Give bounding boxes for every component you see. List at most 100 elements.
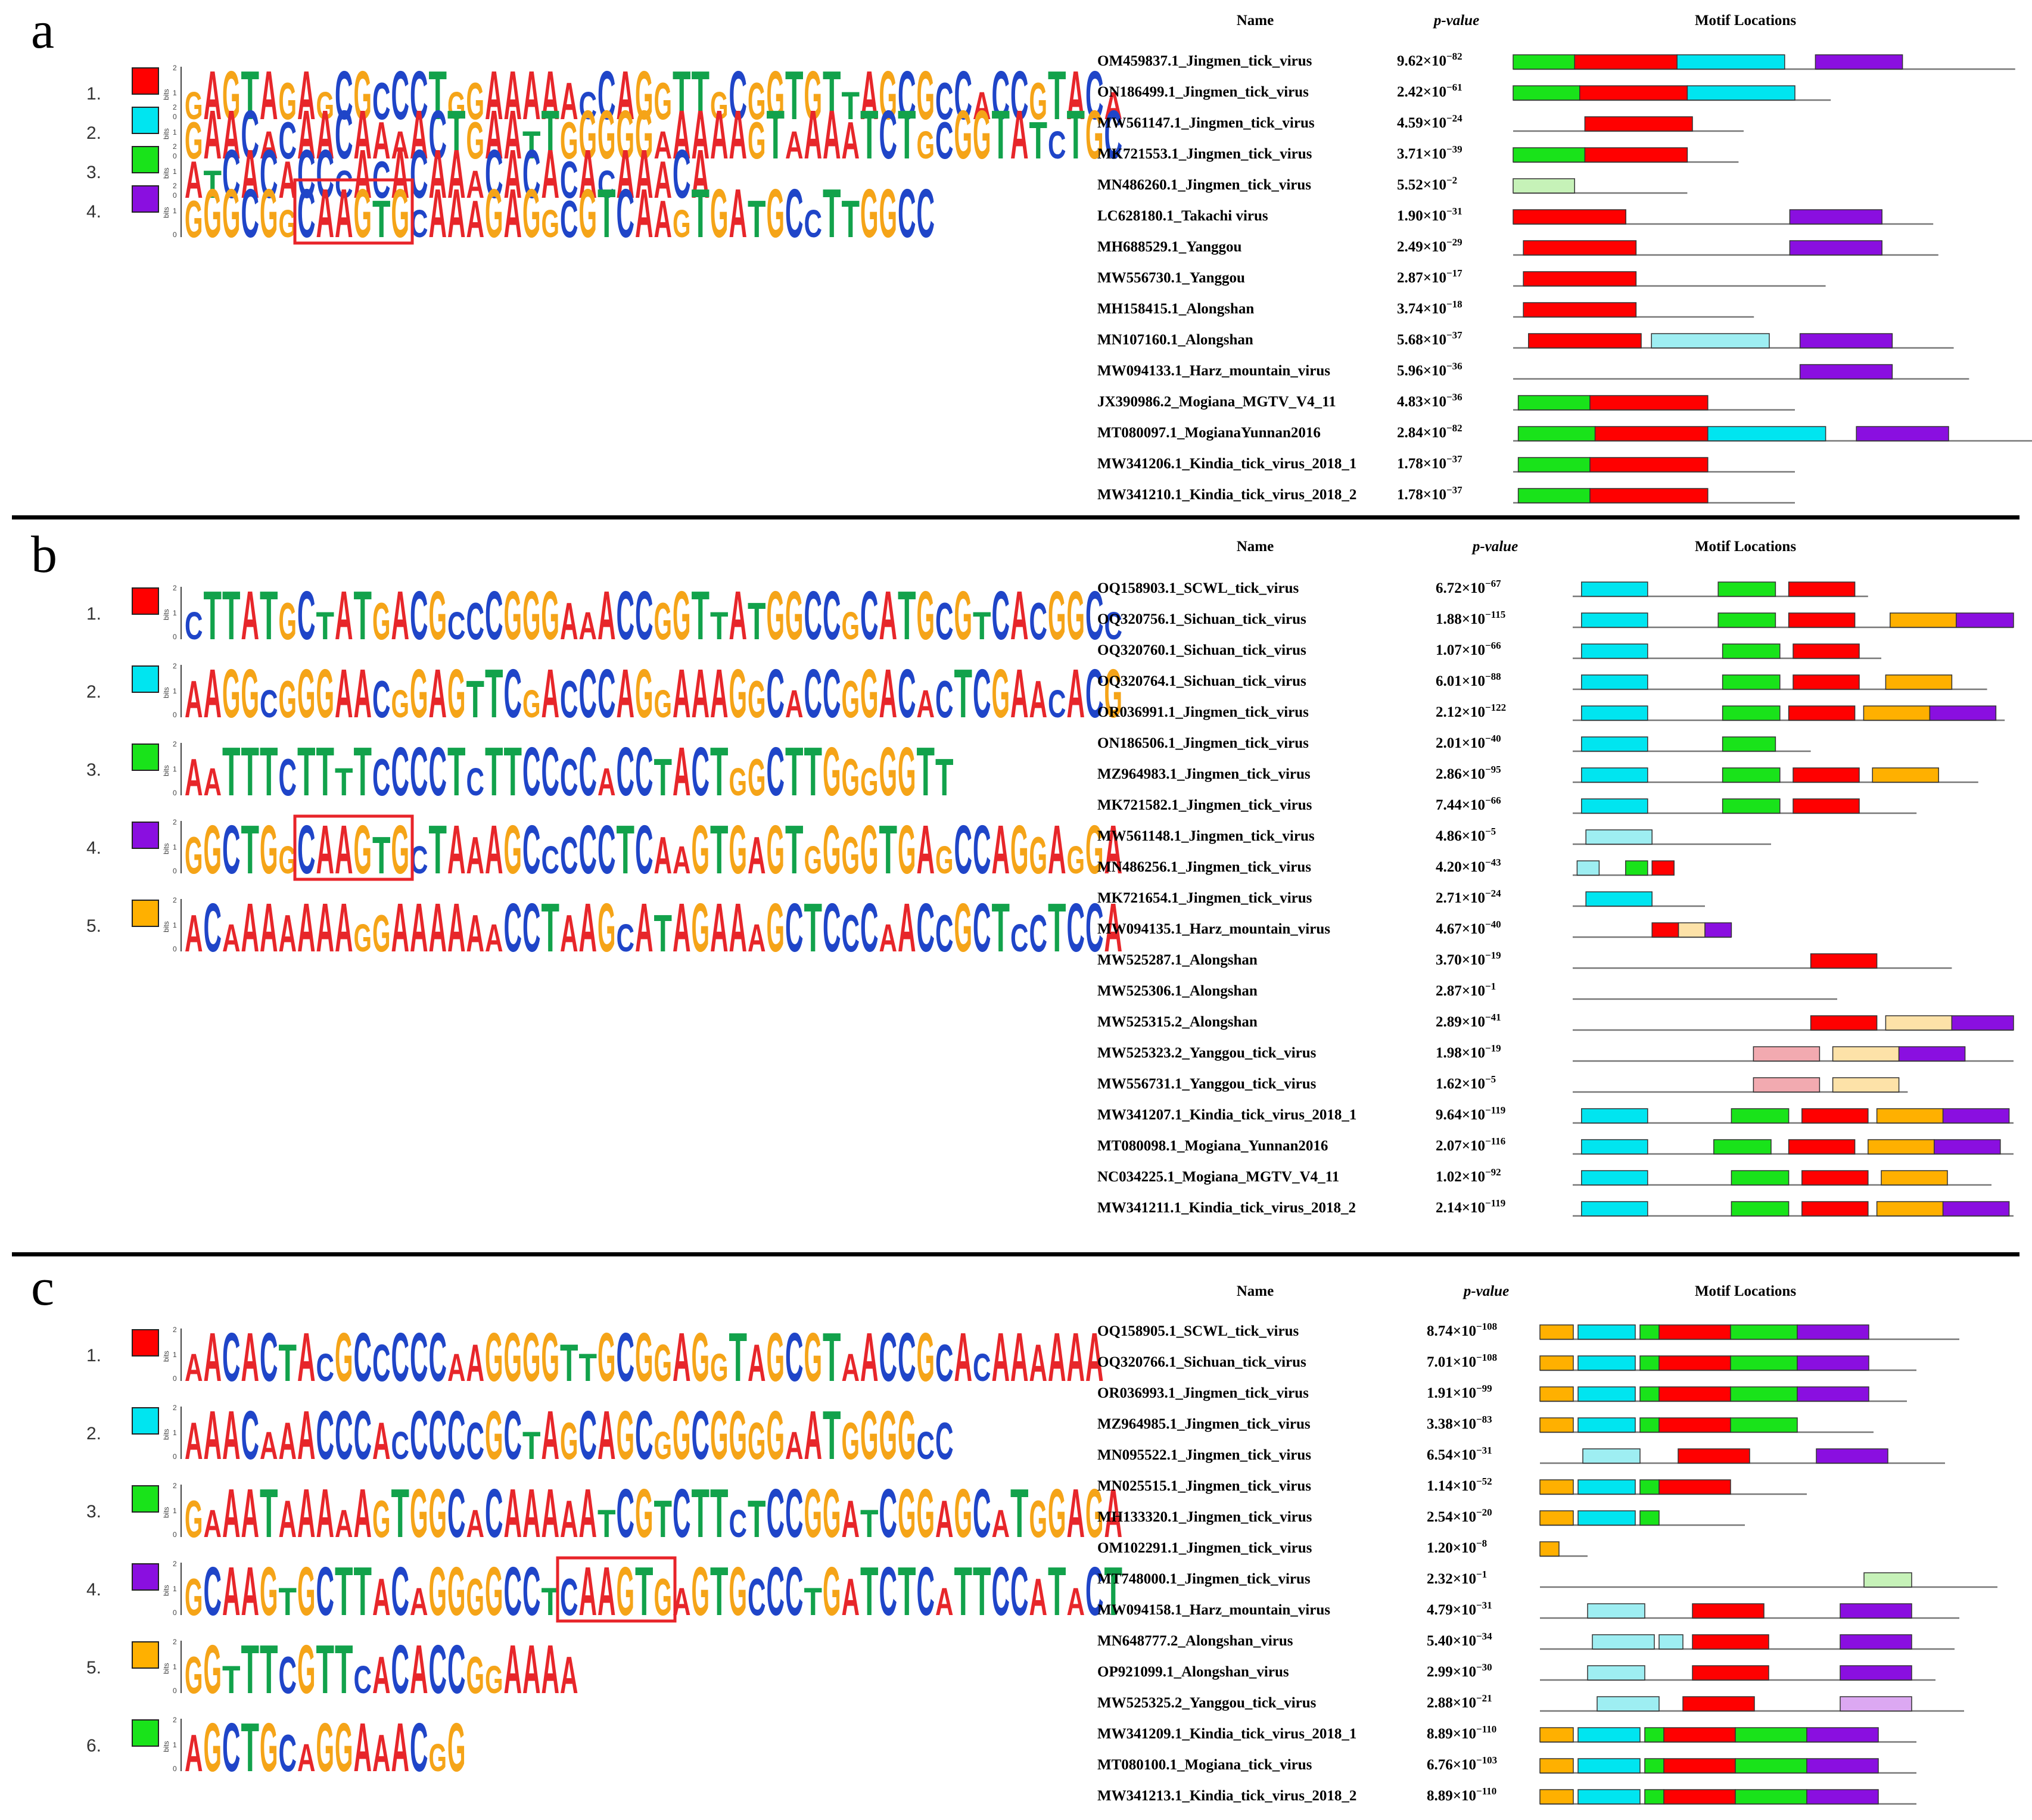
motif-block-green (1717, 612, 1776, 628)
logo-letter-A: A (1067, 1476, 1085, 1552)
logo-letter-T: T (710, 1476, 729, 1552)
logo-letter-G: G (504, 578, 522, 654)
logo-letter-G: G (598, 1320, 616, 1396)
motif-block-red (1658, 1386, 1731, 1402)
logo-letter-C: C (542, 837, 559, 882)
logo-letter-G: G (729, 1398, 748, 1474)
sequence-name: MH158415.1_Alongshan (1097, 301, 1254, 317)
logo-letter-G: G (635, 1476, 654, 1552)
logo-letter-G: G (447, 1710, 466, 1786)
motif-block-cyan (1581, 643, 1648, 659)
logo-letter-G: G (860, 176, 879, 252)
logo-letter-G: G (279, 670, 297, 729)
logo-letter-G: G (335, 1320, 353, 1396)
logo-letter-G: G (1085, 812, 1104, 888)
axis-tick-0: 0 (173, 231, 177, 239)
logo-letter-G: G (1067, 837, 1085, 882)
sequence-name: MK721582.1_Jingmen_tick_virus (1097, 797, 1312, 813)
sequence-name: MW525306.1_Alongshan (1097, 983, 1258, 999)
logo-letter-A: A (372, 1723, 391, 1782)
table-row: MH158415.1_Alongshan 3.74×10−18 (1097, 298, 1754, 318)
logo-letter-A: A (260, 890, 278, 966)
p-value: 2.84×10−82 (1397, 422, 1462, 441)
logo-letter-C: C (1010, 915, 1029, 960)
logo-letter-C: C (504, 1554, 522, 1630)
motif-block-green (1639, 1324, 1660, 1340)
logo-letter-G: G (372, 592, 391, 651)
logo-letter-C: C (447, 1632, 466, 1708)
logo-letter-G: G (279, 592, 297, 651)
motif-block-lightorange (1885, 1015, 1953, 1031)
sequence-name: MN025515.1_Jingmen_tick_virus (1097, 1478, 1311, 1494)
logo-letter-A: A (466, 189, 485, 248)
p-value: 2.71×10−24 (1436, 888, 1501, 906)
logo-letter-A: A (466, 1333, 485, 1392)
logo-letter-C: C (635, 812, 654, 888)
logo-letter-G: G (297, 656, 316, 732)
motif-block-green (1730, 1355, 1798, 1371)
axis-tick-1: 1 (173, 843, 177, 851)
logo-letter-C: C (447, 1398, 466, 1474)
axis-tick-1: 1 (173, 207, 177, 215)
motif-block-purple (1799, 364, 1893, 379)
table-row: MW525323.2_Yanggou_tick_virus 1.98×10−19 (1097, 1043, 2014, 1062)
motif-block-cyan (1581, 1170, 1648, 1186)
motif-block-green (1731, 1201, 1790, 1217)
logo-letter-A: A (635, 176, 654, 252)
motif-block-red (1788, 705, 1856, 721)
logo-letter-G: G (204, 812, 222, 888)
table-row: OP921099.1_Alongshan_virus 2.99×10−30 (1097, 1662, 1935, 1681)
logo-letter-C: C (898, 656, 916, 732)
axis-tick-2: 2 (173, 64, 177, 72)
column-header-name: Name (1237, 1283, 1274, 1299)
table-row: MK721553.1_Jingmen_tick_virus 3.71×10−39 (1097, 144, 1739, 163)
logo-letter-T: T (804, 734, 823, 810)
axis-label-bits: bits (162, 89, 170, 100)
motif-block-green (1639, 1386, 1660, 1402)
logo-letter-G: G (767, 1320, 785, 1396)
logo-letter-G: G (185, 826, 203, 885)
logo-letter-A: A (1048, 812, 1066, 888)
logo-letter-G: G (654, 1423, 673, 1467)
logo-letter-A: A (579, 1476, 598, 1552)
logo-letter-G: G (635, 656, 654, 732)
logo-letter-A: A (466, 826, 485, 885)
motif-block-red (1584, 147, 1688, 163)
motif-block-lightgreen (1863, 1572, 1912, 1588)
sequence-name: MW525315.2_Alongshan (1097, 1014, 1258, 1030)
logo-letter-A: A (673, 656, 691, 732)
logo-letter-C: C (935, 111, 954, 170)
motif-block-green (1639, 1479, 1660, 1495)
logo-letter-G: G (729, 759, 748, 804)
sequence-name: OQ320756.1_Sichuan_tick_virus (1097, 611, 1306, 627)
logo-letter-C: C (429, 97, 447, 173)
logo-letter-T: T (354, 734, 372, 810)
logo-letter-A: A (935, 1579, 954, 1623)
table-row: MN486260.1_Jingmen_tick_virus 5.52×10−2 (1097, 175, 1688, 194)
motif-color-swatch (132, 1641, 159, 1669)
axis-tick-0: 0 (173, 789, 177, 797)
logo-letter-G: G (729, 812, 748, 888)
logo-letter-C: C (335, 161, 353, 206)
logo-letter-G: G (391, 681, 410, 726)
table-row: OQ320756.1_Sichuan_tick_virus 1.88×10−115 (1097, 609, 2014, 629)
logo-letter-A: A (204, 58, 222, 134)
logo-letter-C: C (316, 1554, 335, 1630)
logo-letter-A: A (335, 578, 353, 654)
logo-letter-A: A (410, 1579, 428, 1623)
logo-letter-C: C (297, 176, 316, 252)
logo-letter-T: T (354, 578, 372, 654)
logo-letter-T: T (241, 734, 260, 810)
logo-letter-T: T (973, 1554, 991, 1630)
logo-letter-C: C (410, 58, 428, 134)
logo-letter-A: A (222, 915, 241, 960)
logo-letter-A: A (372, 111, 391, 170)
logo-letter-A: A (729, 578, 748, 654)
axis-tick-1: 1 (173, 765, 177, 773)
logo-letter-A: A (372, 1567, 391, 1626)
p-value: 2.42×10−61 (1397, 82, 1462, 100)
sequence-name: MW525323.2_Yanggou_tick_virus (1097, 1045, 1317, 1061)
logo-letter-G: G (354, 812, 372, 888)
motif-block-cyan (1581, 1108, 1648, 1124)
